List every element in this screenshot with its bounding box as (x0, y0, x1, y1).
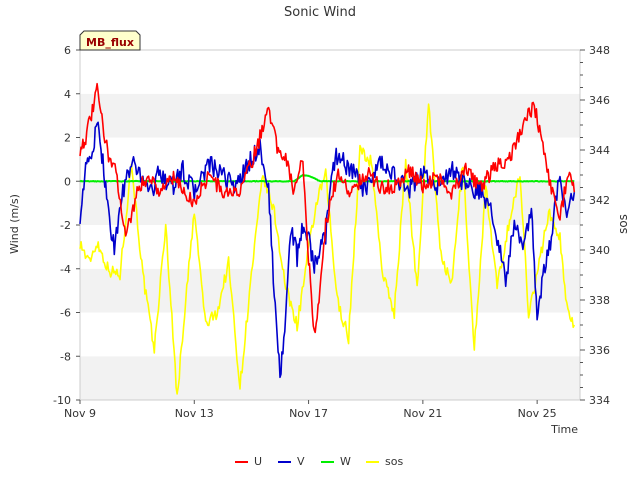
legend-item-v: V (278, 455, 305, 468)
x-tick-label: Nov 21 (403, 407, 442, 420)
y-tick-label: 2 (64, 132, 71, 145)
y2-tick-label: 340 (589, 244, 610, 257)
legend-label: W (340, 455, 351, 468)
y-tick-label: -8 (60, 350, 71, 363)
x-tick-label: Nov 13 (175, 407, 214, 420)
series-line-u (79, 82, 576, 334)
series-line-sos (79, 103, 576, 395)
badge: MB_flux (79, 30, 141, 51)
x-axis-label: Time (550, 423, 578, 436)
legend-label: sos (385, 455, 403, 468)
y-axis-right: 334 336 338 340 342 344 346 348 (580, 44, 610, 407)
x-tick-label: Nov 9 (64, 407, 96, 420)
y2-tick-label: 342 (589, 194, 610, 207)
x-tick-label: Nov 25 (518, 407, 557, 420)
y-tick-label: 0 (64, 175, 71, 188)
y2-tick-label: 344 (589, 144, 610, 157)
badge-label: MB_flux (86, 36, 134, 49)
series-lines (79, 82, 576, 395)
y-tick-label: -2 (60, 219, 71, 232)
y-axis-label: Wind (m/s) (8, 194, 21, 254)
legend-label: U (254, 455, 262, 468)
background-band (80, 93, 580, 138)
legend-label: V (297, 455, 305, 468)
y-tick-label: -6 (60, 307, 71, 320)
y2-axis-label: sos (616, 214, 630, 234)
y-tick-label: -10 (53, 394, 71, 407)
y2-tick-label: 336 (589, 344, 610, 357)
legend-item-sos: sos (366, 455, 403, 468)
y-tick-label: 4 (64, 88, 71, 101)
y2-tick-label: 348 (589, 44, 610, 57)
legend-item-w: W (321, 455, 351, 468)
y2-tick-label: 338 (589, 294, 610, 307)
background-band (80, 50, 580, 94)
background-band (80, 312, 580, 357)
y2-tick-label: 346 (589, 94, 610, 107)
chart-title: Sonic Wind (284, 5, 356, 20)
legend-item-u: U (235, 455, 262, 468)
y2-tick-label: 334 (589, 394, 610, 407)
y-tick-label: -4 (60, 263, 71, 276)
background-band (80, 356, 580, 400)
y-axis-left: -10 -8 -6 -4 -2 0 2 4 6 (53, 44, 80, 407)
x-tick-label: Nov 17 (289, 407, 328, 420)
y-tick-label: 6 (64, 44, 71, 57)
x-axis: Nov 9 Nov 13 Nov 17 Nov 21 Nov 25 (64, 400, 557, 420)
